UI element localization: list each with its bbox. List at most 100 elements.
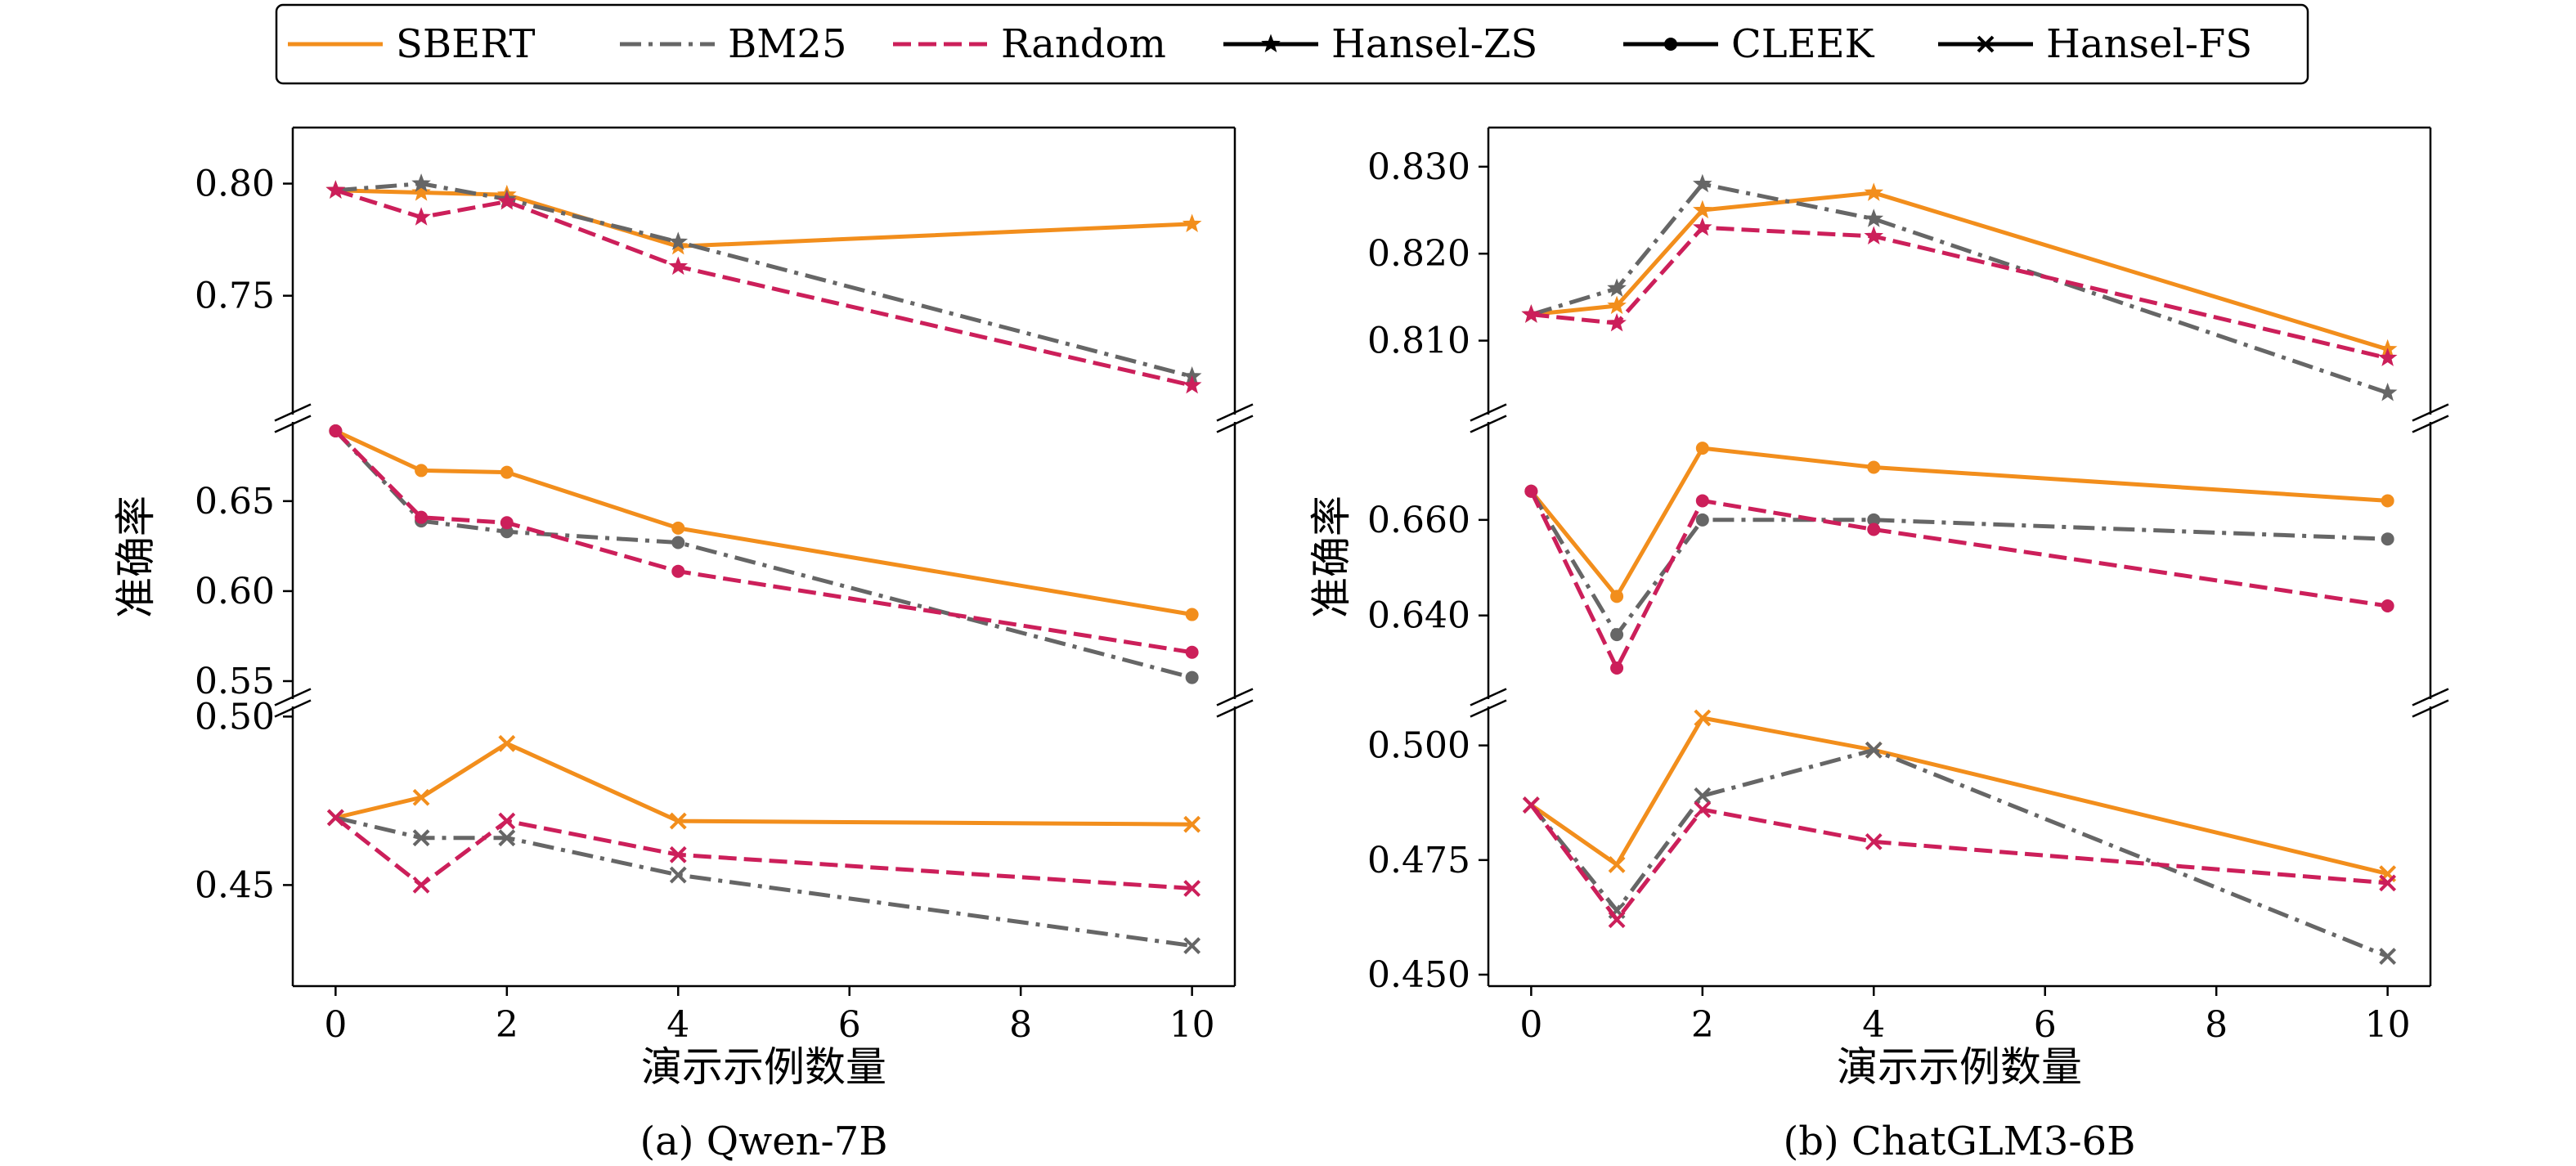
data-point-bm25 <box>1607 278 1627 297</box>
axis-break-mark <box>1470 688 1507 718</box>
axis-break-mark <box>1216 403 1254 433</box>
data-point-random <box>1522 796 1540 814</box>
axis-break-stroke <box>1216 403 1254 422</box>
data-point-bm25 <box>412 829 430 847</box>
x-tick-label: 2 <box>1691 1004 1714 1046</box>
data-point-sbert <box>498 734 516 752</box>
series-bm25-cleek <box>329 424 1199 684</box>
data-point-random <box>2381 599 2394 613</box>
series-line-random <box>1529 490 2388 670</box>
data-point-random <box>669 845 687 863</box>
y-tick-label: 0.500 <box>1367 725 1470 767</box>
data-point-random <box>1521 304 1542 323</box>
series-random-cleek <box>329 424 1199 659</box>
legend: SBERT BM25 Random Hansel-ZS CLEEK Hansel-FS <box>275 3 2309 85</box>
series-line-random <box>334 816 1192 890</box>
data-point-random <box>326 809 344 827</box>
y-tick-label: 0.640 <box>1367 595 1470 637</box>
data-point-bm25 <box>411 173 431 192</box>
data-point-random <box>671 564 685 578</box>
data-point-random <box>1183 880 1201 897</box>
data-point-sbert <box>1182 213 1202 232</box>
data-point-random <box>500 516 514 530</box>
data-point-bm25 <box>1185 670 1199 684</box>
data-point-random <box>1694 801 1712 818</box>
x-tick-label: 6 <box>838 1004 861 1046</box>
y-tick-label: 0.450 <box>1367 954 1470 996</box>
series-sbert-cleek <box>329 424 1199 621</box>
data-point-random <box>1865 832 1883 850</box>
data-point-sbert <box>411 182 431 201</box>
x-tick-label: 8 <box>2205 1004 2228 1046</box>
data-point-sbert <box>412 788 430 806</box>
x-tick-label: 6 <box>2034 1004 2057 1046</box>
data-point-random <box>329 424 343 438</box>
x-tick-label: 4 <box>666 1004 689 1046</box>
series-line-bm25 <box>1530 182 2389 395</box>
data-point-random <box>1867 522 1881 536</box>
series-random-cleek <box>1524 484 2394 675</box>
data-point-random <box>1608 911 1626 929</box>
series-line-bm25 <box>1529 747 2389 958</box>
axis-break-mark <box>1470 403 1507 433</box>
legend-entry-bm25: BM25 <box>620 21 847 67</box>
data-point-sbert <box>415 464 429 478</box>
series-line-sbert <box>334 428 1193 617</box>
data-point-sbert <box>1183 815 1201 833</box>
axis-break-mark <box>274 688 312 718</box>
axis-break-mark <box>2412 403 2449 433</box>
data-point-bm25 <box>1695 513 1709 527</box>
data-point-bm25 <box>1183 937 1201 954</box>
axis-break-stroke <box>2412 699 2449 718</box>
legend-label-random: Random <box>1001 21 1166 67</box>
axis-break-stroke <box>1216 415 1254 433</box>
y-tick-label: 0.50 <box>195 696 275 738</box>
panel-hansel-zs: 0.75 0.80 <box>195 126 1236 415</box>
data-point-sbert <box>1185 608 1199 621</box>
series-line-sbert <box>334 741 1192 827</box>
data-point-bm25 <box>1610 628 1624 642</box>
data-point-bm25 <box>671 536 685 549</box>
axis-break-mark <box>2412 688 2449 718</box>
x-axis-label: 演示示例数量 <box>641 1043 886 1091</box>
data-point-random <box>2379 874 2397 892</box>
data-point-sbert <box>669 812 687 830</box>
axis-break-stroke <box>274 699 312 718</box>
series-bm25-hansel-zs <box>325 173 1202 385</box>
panel-hansel-zs: 0.810 0.820 0.830 <box>1367 126 2432 415</box>
data-point-sbert <box>1867 460 1881 474</box>
y-tick-label: 0.80 <box>195 164 275 205</box>
x-tick-label: 0 <box>1519 1004 1542 1046</box>
axis-break-stroke <box>1216 688 1254 706</box>
x-tick-label: 10 <box>2365 1004 2411 1046</box>
y-axis-label: 准确率 <box>112 496 159 618</box>
data-point-random <box>1185 645 1199 659</box>
data-point-random <box>1610 661 1624 675</box>
data-point-random <box>1864 226 1884 245</box>
panel-cleek: 0.55 0.60 0.65 <box>195 422 1236 702</box>
x-tick-label: 10 <box>1169 1004 1215 1046</box>
legend-marker-cleek <box>1664 38 1677 51</box>
series-random-hansel-zs <box>325 180 1202 394</box>
data-point-random <box>1692 217 1712 236</box>
data-point-random <box>415 510 429 524</box>
data-point-bm25 <box>668 231 689 250</box>
axis-break-stroke <box>1470 699 1507 718</box>
y-tick-label: 0.830 <box>1367 146 1470 188</box>
series-bm25-hansel-fs <box>1522 741 2397 965</box>
axis-break-stroke <box>274 403 312 422</box>
data-point-random <box>412 876 430 894</box>
data-point-bm25 <box>1692 173 1712 193</box>
axis-break-stroke <box>274 688 312 706</box>
axis-break-stroke <box>2412 403 2449 422</box>
legend-label-sbert: SBERT <box>396 21 536 67</box>
axis-break-stroke <box>274 415 312 433</box>
series-line-random <box>1529 804 2388 922</box>
data-point-random <box>668 256 689 276</box>
data-point-random <box>1182 374 1202 394</box>
data-point-random <box>411 207 431 226</box>
axis-break-mark <box>1216 688 1254 718</box>
axis-break-stroke <box>2412 688 2449 706</box>
chart-a: 0.75 0.80 0.55 0.60 0.65 0.45 0.50 0 2 4 6 8 10 演示示例数… <box>112 126 1254 1164</box>
series-random-hansel-zs <box>1521 217 2398 366</box>
